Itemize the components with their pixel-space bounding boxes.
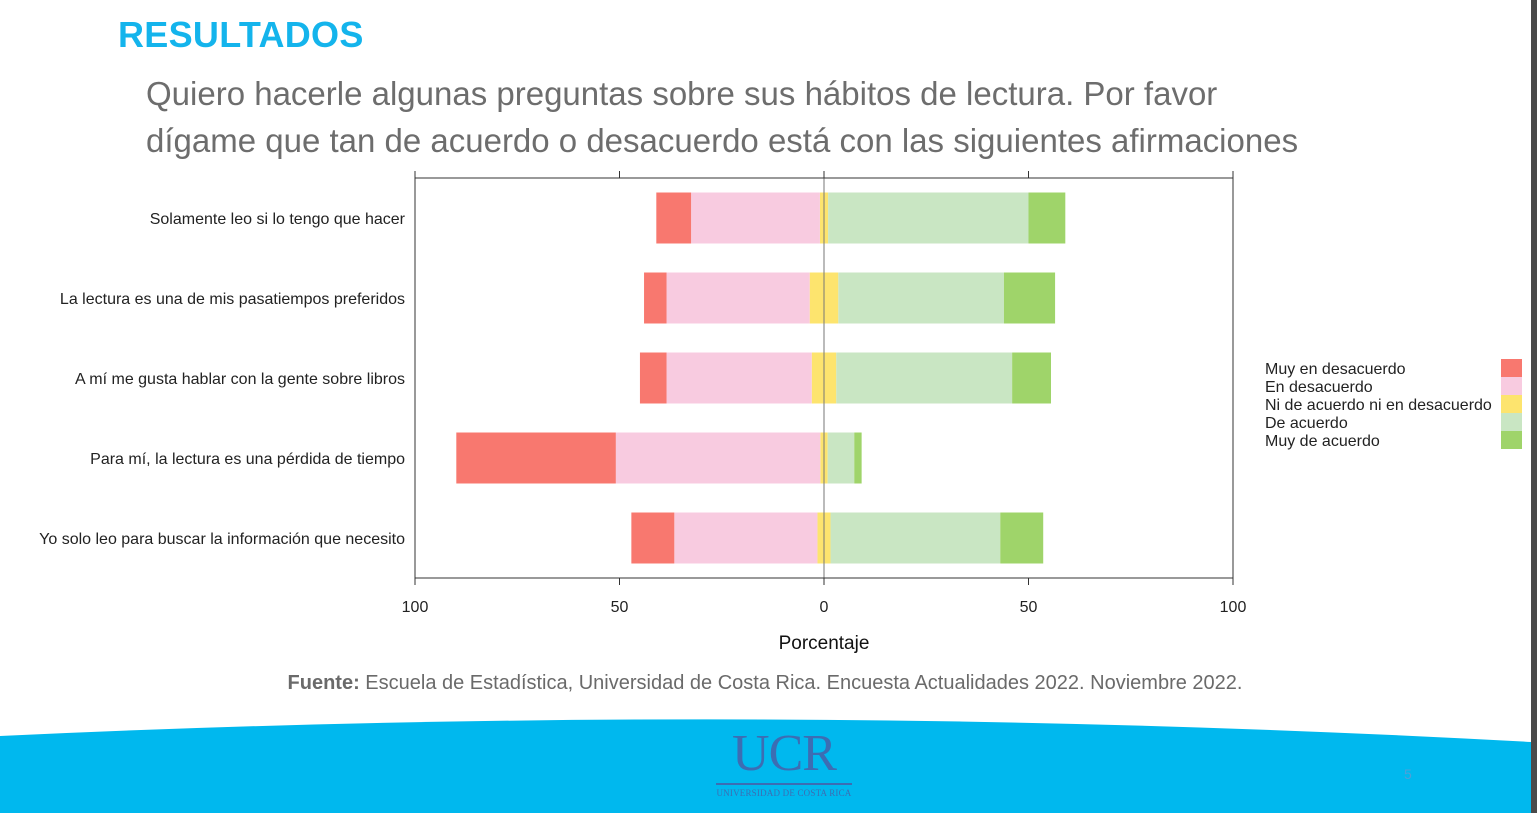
- bar-segment: [456, 432, 616, 484]
- bar-segment: [828, 192, 1029, 244]
- bar-segment: [615, 432, 821, 484]
- x-axis-title: Porcentaje: [779, 633, 870, 654]
- legend-swatch: [1501, 431, 1522, 449]
- source-note: Fuente: Escuela de Estadística, Universi…: [0, 672, 1530, 695]
- category-label: A mí me gusta hablar con la gente sobre …: [75, 371, 405, 388]
- category-label: Yo solo leo para buscar la información q…: [39, 531, 405, 548]
- bar-segment: [1000, 512, 1044, 564]
- window-edge: [1531, 0, 1537, 813]
- legend-label: Ni de acuerdo ni en desacuerdo: [1265, 397, 1492, 414]
- x-tick-label: 100: [1220, 599, 1247, 616]
- bar-segment: [1003, 272, 1056, 324]
- bar-segment: [666, 352, 812, 404]
- bar-segment: [827, 432, 855, 484]
- bar-segment: [666, 272, 810, 324]
- category-label: La lectura es una de mis pasatiempos pre…: [60, 291, 405, 308]
- bar-segment: [639, 352, 667, 404]
- category-label: Para mí, la lectura es una pérdida de ti…: [90, 451, 405, 468]
- x-tick-label: 50: [1020, 599, 1038, 616]
- likert-chart: 100 50 0 50 100 Solamente leo si lo tengo qu…: [39, 171, 1522, 654]
- bars-layer: [456, 192, 1066, 564]
- bar-segment: [836, 352, 1013, 404]
- source-text: Escuela de Estadística, Universidad de C…: [359, 672, 1243, 694]
- bar-segment: [691, 192, 820, 244]
- legend-swatch: [1501, 395, 1522, 413]
- ticks-layer: 100 50 0 50 100: [402, 171, 1247, 616]
- slide-subtitle: Quiero hacerle algunas preguntas sobre s…: [146, 70, 1446, 164]
- logo-rule: [716, 783, 852, 785]
- legend-label: De acuerdo: [1265, 415, 1348, 432]
- legend-swatch: [1501, 359, 1522, 377]
- source-label: Fuente:: [287, 672, 360, 694]
- ucr-logo: UCR UNIVERSIDAD DE COSTA RICA: [712, 728, 856, 804]
- x-tick-label: 50: [611, 599, 629, 616]
- logo-subtext: UNIVERSIDAD DE COSTA RICA: [716, 788, 852, 798]
- bar-segment: [644, 272, 667, 324]
- bar-segment: [1028, 192, 1066, 244]
- footer-wave: [0, 719, 1531, 813]
- bar-segment: [1012, 352, 1051, 404]
- logo-wordmark: UCR: [732, 725, 837, 782]
- bar-segment: [830, 512, 1001, 564]
- bar-segment: [838, 272, 1004, 324]
- bar-segment: [656, 192, 692, 244]
- x-tick-label: 0: [820, 599, 829, 616]
- bar-segment: [631, 512, 675, 564]
- legend-label: Muy en desacuerdo: [1265, 361, 1406, 378]
- category-label: Solamente leo si lo tengo que hacer: [150, 211, 406, 228]
- x-tick-label: 100: [402, 599, 429, 616]
- bar-segment: [674, 512, 818, 564]
- slide-title: RESULTADOS: [118, 14, 364, 55]
- subtitle-line-2: dígame que tan de acuerdo o desacuerdo e…: [146, 122, 1299, 159]
- legend-label: En desacuerdo: [1265, 379, 1373, 396]
- category-labels: Solamente leo si lo tengo que hacer La le…: [39, 211, 406, 548]
- bar-segment: [854, 432, 862, 484]
- legend-label: Muy de acuerdo: [1265, 433, 1380, 450]
- page-number: 5: [1404, 766, 1412, 782]
- subtitle-line-1: Quiero hacerle algunas preguntas sobre s…: [146, 75, 1218, 112]
- legend-swatch: [1501, 413, 1522, 431]
- legend-swatch: [1501, 377, 1522, 395]
